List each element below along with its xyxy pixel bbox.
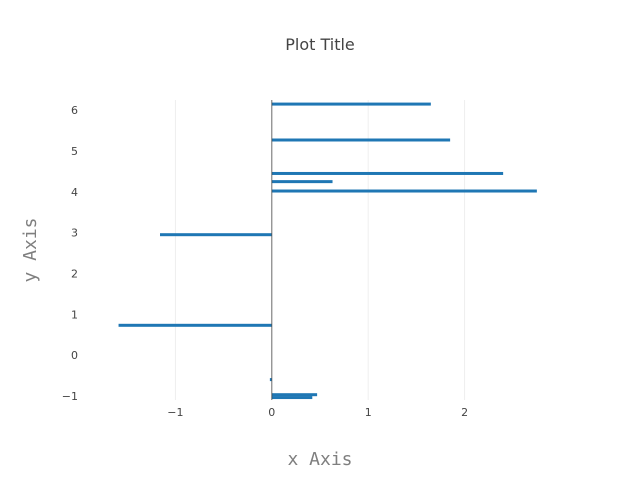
bar: [271, 171, 504, 175]
y-tick-label: 0: [71, 349, 78, 362]
chart-title: Plot Title: [285, 35, 355, 54]
bar: [118, 323, 272, 327]
y-tick-label: 5: [71, 145, 78, 158]
y-axis-title: y Axis: [20, 217, 41, 282]
y-tick-label: 6: [71, 104, 78, 117]
bar: [271, 180, 333, 184]
bar: [269, 378, 272, 382]
x-tick-label: −1: [167, 406, 183, 419]
bar: [271, 189, 537, 193]
y-tick-label: −1: [62, 390, 78, 403]
grid-lines: [174, 100, 466, 400]
y-tick-label: 1: [71, 308, 78, 321]
bar: [271, 138, 451, 142]
x-axis-title: x Axis: [287, 449, 352, 470]
bar: [271, 102, 431, 106]
bar: [271, 393, 318, 397]
x-tick-labels: −1 0 1 2: [167, 406, 468, 419]
x-tick-label: 1: [365, 406, 372, 419]
y-tick-label: 2: [71, 267, 78, 280]
y-tick-labels: −1 0 1 2 3 4 5 6: [62, 104, 78, 403]
y-tick-label: 3: [71, 227, 78, 240]
x-tick-label: 0: [268, 406, 275, 419]
bar: [160, 233, 272, 237]
bar: [271, 396, 313, 400]
bars: [118, 102, 537, 400]
x-tick-label: 2: [461, 406, 468, 419]
y-tick-label: 4: [71, 186, 78, 199]
